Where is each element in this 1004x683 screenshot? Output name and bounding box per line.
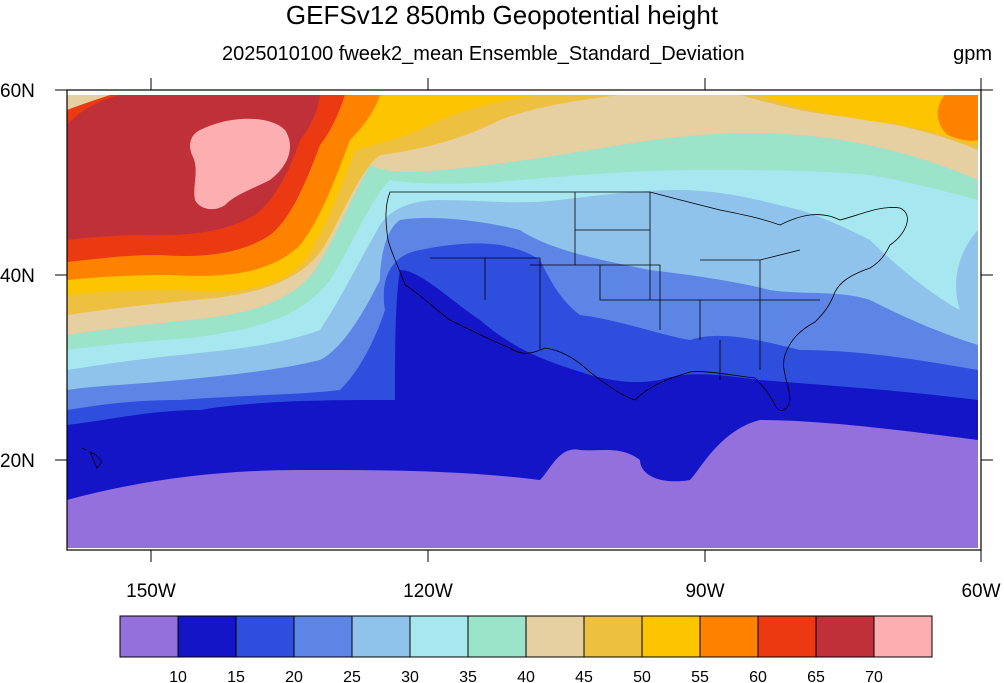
colorbar-swatch — [119, 615, 179, 658]
band-60-east — [937, 95, 978, 141]
band-45-corner — [67, 95, 110, 110]
colorbar-label: 40 — [517, 669, 535, 683]
colorbar-swatch — [583, 615, 643, 658]
colorbar-label: 10 — [169, 669, 187, 683]
colorbar-swatch — [293, 615, 353, 658]
lon-label-120w: 120W — [403, 581, 453, 602]
colorbar-swatch — [235, 615, 295, 658]
colorbar-swatch — [815, 615, 875, 658]
lon-label-90w: 90W — [685, 581, 724, 602]
colorbar-label: 65 — [807, 669, 825, 683]
colorbar-label: 60 — [749, 669, 767, 683]
map-subtitle: 2025010100 fweek2_mean Ensemble_Standard… — [222, 43, 745, 65]
colorbar-label: 20 — [285, 669, 303, 683]
colorbar-swatch — [641, 615, 701, 658]
map-frame — [66, 89, 982, 551]
lon-label-150w: 150W — [126, 581, 176, 602]
colorbar-label: 70 — [865, 669, 883, 683]
lat-label-40n: 40N — [0, 266, 35, 287]
units-label: gpm — [953, 43, 992, 65]
lat-label-20n: 20N — [0, 451, 35, 472]
colorbar-label: 30 — [401, 669, 419, 683]
band-75 — [190, 118, 290, 210]
axis-ticks — [55, 78, 993, 562]
colorbar-swatch — [177, 615, 237, 658]
contour-field — [67, 95, 978, 548]
lon-label-60w: 60W — [961, 581, 1000, 602]
colorbar-label: 35 — [459, 669, 477, 683]
colorbar: 10 15 20 25 30 35 40 45 50 55 60 65 70 — [119, 615, 933, 683]
map-title: GEFSv12 850mb Geopotential height — [285, 0, 719, 30]
colorbar-swatch — [873, 615, 933, 658]
colorbar-swatch — [467, 615, 527, 658]
colorbar-swatch — [525, 615, 585, 658]
colorbar-label: 50 — [633, 669, 651, 683]
coastlines — [81, 191, 908, 469]
colorbar-label: 15 — [227, 669, 245, 683]
colorbar-swatch — [351, 615, 411, 658]
colorbar-swatch — [757, 615, 817, 658]
band-55-east — [760, 95, 978, 145]
colorbar-label: 55 — [691, 669, 709, 683]
colorbar-swatch — [699, 615, 759, 658]
lat-label-60n: 60N — [0, 81, 35, 102]
colorbar-label: 45 — [575, 669, 593, 683]
colorbar-swatch — [409, 615, 469, 658]
colorbar-label: 25 — [343, 669, 361, 683]
